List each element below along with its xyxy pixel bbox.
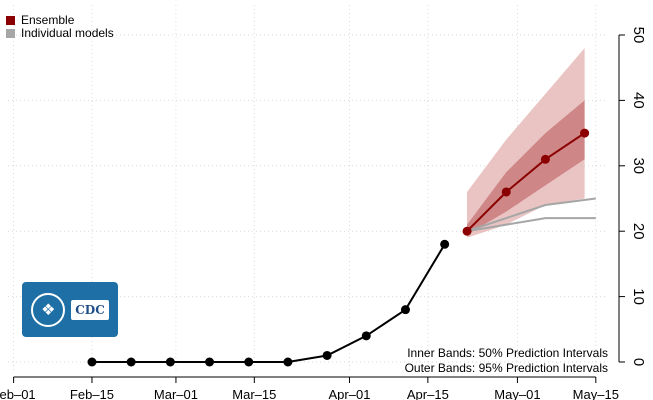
y-tick-label: 20 <box>630 223 647 240</box>
observed-point <box>87 357 97 367</box>
observed-point <box>400 305 410 315</box>
legend-swatch-individual-models <box>6 29 15 38</box>
legend-swatch-ensemble <box>6 16 15 25</box>
observed-line <box>92 243 446 363</box>
y-tick-label: 0 <box>630 358 647 366</box>
forecast-start-point <box>462 226 472 236</box>
legend-item-ensemble: Ensemble <box>6 14 114 27</box>
x-tick-label: Mar–15 <box>232 387 276 400</box>
observed-point <box>361 331 371 341</box>
y-tick-label: 10 <box>630 288 647 305</box>
x-tick-label: Apr–01 <box>329 387 371 400</box>
y-tick-label: 40 <box>630 92 647 109</box>
x-tick-label: Apr–15 <box>407 387 449 400</box>
x-tick-label: Feb–01 <box>0 387 36 400</box>
ensemble-point <box>501 187 511 197</box>
observed-point <box>126 357 136 367</box>
observed-point <box>440 239 450 249</box>
y-tick-label: 30 <box>630 157 647 174</box>
observed-point <box>205 357 215 367</box>
x-tick-label: Mar–01 <box>154 387 198 400</box>
observed-point <box>322 350 332 360</box>
legend-item-individual-models: Individual models <box>6 27 114 40</box>
y-tick-label: 50 <box>630 27 647 44</box>
legend-label-ensemble: Ensemble <box>21 13 75 27</box>
cdc-logo-text: CDC <box>71 299 109 320</box>
legend: Ensemble Individual models <box>6 14 114 40</box>
x-tick-label: May–15 <box>573 387 619 400</box>
individual-model-line-1 <box>466 197 596 233</box>
observed-point <box>283 357 293 367</box>
inner-bands-note: Inner Bands: 50% Prediction Intervals <box>407 346 608 360</box>
x-tick-label: Feb–15 <box>70 387 114 400</box>
cdc-logo: ❖ CDC <box>22 282 118 337</box>
legend-label-individual-models: Individual models <box>21 26 114 40</box>
hhs-eagle-seal-icon: ❖ <box>31 292 66 327</box>
ensemble-point <box>540 154 550 164</box>
x-tick-label: May–01 <box>494 387 540 400</box>
ensemble-line <box>466 132 586 232</box>
individual-model-line-2 <box>466 217 596 233</box>
observed-point <box>244 357 254 367</box>
observed-point <box>165 357 175 367</box>
outer-bands-note: Outer Bands: 95% Prediction Intervals <box>404 361 608 375</box>
ensemble-point <box>580 128 590 138</box>
